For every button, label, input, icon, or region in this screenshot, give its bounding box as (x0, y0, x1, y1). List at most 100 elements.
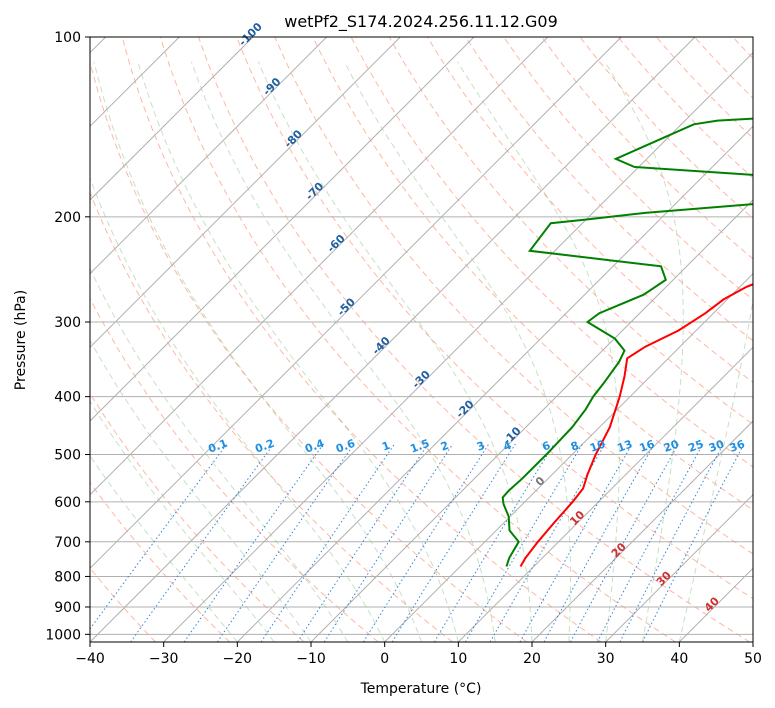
y-axis-label: Pressure (hPa) (13, 290, 29, 390)
y-tick-label: 900 (54, 600, 81, 616)
moist-adiabat-line (90, 400, 275, 642)
isotherm-line (605, 493, 753, 642)
mixing-ratio-label: 13 (615, 438, 634, 455)
background-lines (90, 37, 775, 642)
mixing-ratio-line (323, 443, 454, 642)
mixing-ratio-label: 6 (540, 439, 552, 454)
dry-adiabat-line (90, 60, 528, 642)
isotherm-line (90, 37, 254, 201)
isotherm-line (236, 125, 753, 642)
x-axis-label: Temperature (°C) (360, 681, 482, 697)
x-tick-label: −20 (223, 651, 253, 667)
x-tick-label: 30 (597, 651, 615, 667)
y-tick-label: 600 (54, 495, 81, 511)
isotherm-label: 30 (654, 569, 674, 589)
isotherm-line (90, 37, 401, 349)
moist-adiabat-line (257, 61, 533, 642)
moist-adiabat-line (90, 176, 386, 642)
moist-adiabat-line (90, 339, 312, 642)
mixing-ratio-label: 36 (728, 437, 747, 455)
dry-adiabat-line (236, 37, 753, 600)
dry-adiabat-line (90, 392, 305, 642)
x-tick-label: 20 (523, 651, 541, 667)
dry-adiabat-line (350, 37, 753, 468)
dry-adiabat-line (388, 37, 753, 425)
mixing-ratio-label: 0.4 (303, 437, 326, 456)
dry-adiabat-line (198, 37, 751, 642)
x-tick-label: 50 (744, 651, 762, 667)
mixing-ratio-label: 30 (707, 437, 726, 455)
isotherm-label: -90 (260, 75, 283, 98)
isotherm-line (90, 37, 622, 570)
mixing-ratio-label: 8 (569, 439, 581, 454)
mixing-ratio-line (433, 443, 555, 642)
dry-adiabat-line (159, 37, 676, 642)
mixing-ratio-label: 2 (439, 439, 451, 454)
y-tick-label: 400 (54, 390, 81, 406)
y-tick-label: 200 (54, 210, 81, 226)
mixing-ratio-line (519, 443, 633, 642)
mixing-ratio-label: 25 (687, 438, 706, 455)
mixing-ratio-label: 20 (662, 437, 681, 455)
mixing-ratio-label: 0.2 (253, 437, 276, 456)
mixing-ratio-label: 10 (588, 437, 607, 455)
mixing-ratio-label: 1 (380, 439, 392, 454)
moist-adiabat-line (93, 61, 422, 642)
mixing-ratio-line (260, 443, 396, 642)
x-tick-label: −10 (296, 651, 326, 667)
isotherm-line (90, 37, 549, 496)
mixing-ratio-line (391, 443, 516, 642)
isotherm-label: -70 (303, 179, 326, 202)
mixing-ratio-label: 1.5 (408, 437, 431, 456)
isotherm-line (310, 199, 753, 642)
mixing-ratio-lines (90, 443, 745, 642)
x-tick-label: −30 (149, 651, 179, 667)
moist-adiabat-line (190, 61, 496, 642)
dry-adiabat-line (121, 37, 602, 642)
dry-adiabat-line (465, 37, 753, 342)
mixing-ratio-label: 4 (502, 439, 514, 454)
mixing-ratio-line (183, 443, 324, 642)
isotherm-line (90, 37, 328, 275)
y-tick-label: 700 (54, 535, 81, 551)
mixing-ratio-line (130, 443, 275, 642)
isotherm-line (163, 51, 753, 642)
moist-adiabat-line (343, 61, 571, 642)
x-axis: −40 −30 −20 −10 0 10 20 30 40 50 (75, 642, 762, 667)
moist-adiabat-line (678, 297, 753, 642)
dry-adiabat-line (656, 37, 753, 139)
mixing-ratio-line (596, 443, 704, 642)
dry-adiabat-line (90, 191, 453, 642)
x-tick-label: 40 (670, 651, 688, 667)
isotherm-line (384, 272, 753, 642)
mixing-ratio-line (642, 443, 745, 642)
moist-adiabat-line (456, 61, 620, 642)
dry-adiabat-line (274, 37, 753, 555)
temperature-profile-line (519, 283, 753, 567)
mixing-ratio-label: 16 (638, 437, 657, 455)
isotherm-label: 40 (702, 594, 722, 614)
dry-adiabat-line (771, 37, 775, 642)
dry-adiabat-line (503, 37, 753, 301)
isotherm-line (531, 420, 753, 642)
dry-adiabat-line (426, 37, 753, 383)
isotherm-label: -60 (325, 232, 348, 255)
mixing-ratio-line (216, 443, 355, 642)
x-tick-label: 0 (380, 651, 389, 667)
isotherm-label: -100 (236, 20, 265, 49)
plot-frame (89, 36, 754, 643)
dry-adiabat-line (694, 37, 753, 99)
mixing-ratio-label: 3 (475, 439, 487, 454)
mixing-ratio-line (543, 443, 655, 642)
isotherm-label: -30 (410, 368, 433, 391)
x-tick-label: −40 (75, 651, 105, 667)
isotherm-lines (90, 37, 753, 642)
dewpoint-profile-line (501, 117, 753, 567)
isotherm-label: -80 (282, 127, 305, 150)
moist-adiabat-line (137, 61, 459, 642)
dry-adiabat-line (312, 37, 753, 511)
mixing-ratio-line (362, 443, 490, 642)
line-labels: -100-90-80-70-60-50-40-30-20-10010203040… (206, 20, 746, 615)
isotherm-line (457, 346, 753, 642)
